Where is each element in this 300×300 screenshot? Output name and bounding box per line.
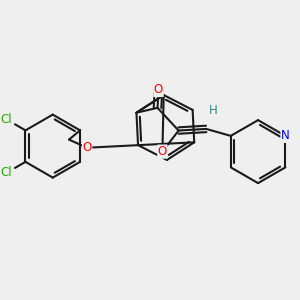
Text: O: O xyxy=(154,83,163,97)
Text: N: N xyxy=(281,129,290,142)
Text: O: O xyxy=(82,141,92,154)
Text: H: H xyxy=(209,103,218,117)
Text: O: O xyxy=(158,145,167,158)
Text: Cl: Cl xyxy=(1,167,12,179)
Text: Cl: Cl xyxy=(1,113,12,126)
